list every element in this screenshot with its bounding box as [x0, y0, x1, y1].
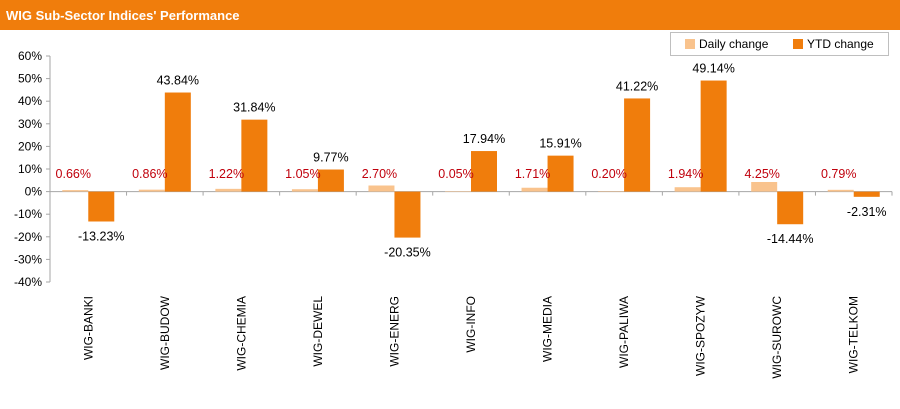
y-tick-label: 0% — [25, 185, 43, 199]
y-tick-label: -40% — [14, 275, 42, 289]
y-tick-label: -30% — [14, 252, 42, 266]
bar-daily-wig-telkom — [827, 189, 854, 192]
data-label-daily: 4.25% — [744, 167, 779, 181]
data-label-ytd: 9.77% — [313, 151, 348, 165]
category-label: WIG-MEDIA — [541, 296, 555, 362]
category-label: WIG-BANKI — [81, 296, 95, 360]
bar-daily-wig-banki — [62, 190, 89, 192]
category-label: WIG-DEWEL — [311, 296, 325, 367]
bar-ytd-wig-media — [547, 155, 574, 192]
bar-daily-wig-paliwa — [598, 191, 625, 192]
data-label-daily: 1.71% — [515, 167, 550, 181]
bar-daily-wig-spozyw — [674, 187, 701, 192]
y-tick-label: 40% — [18, 94, 42, 108]
data-label-ytd: -14.44% — [767, 232, 814, 246]
category-label: WIG-SPOZYW — [694, 295, 708, 376]
legend-item-ytd: YTD change — [793, 37, 874, 51]
legend: Daily change YTD change — [670, 32, 889, 56]
y-tick-label: 10% — [18, 162, 42, 176]
data-label-daily: 1.94% — [668, 167, 703, 181]
bar-ytd-wig-energ — [394, 191, 421, 238]
y-tick-label: 30% — [18, 117, 42, 131]
y-tick-label: 50% — [18, 72, 42, 86]
bar-ytd-wig-banki — [88, 191, 115, 222]
bar-ytd-wig-paliwa — [624, 98, 651, 192]
data-label-daily: 0.20% — [591, 167, 626, 181]
legend-item-daily: Daily change — [685, 37, 768, 51]
data-label-daily: 0.66% — [56, 167, 91, 181]
data-label-daily: 0.79% — [821, 167, 856, 181]
bar-daily-wig-surowc — [751, 181, 778, 192]
legend-swatch-ytd — [793, 39, 803, 49]
bar-ytd-wig-budow — [164, 92, 191, 192]
category-label: WIG-TELKOM — [847, 296, 861, 373]
bar-daily-wig-dewel — [291, 189, 318, 192]
chart-title-bar: WIG Sub-Sector Indices' Performance — [0, 0, 900, 30]
bar-ytd-wig-telkom — [853, 191, 880, 197]
bar-daily-wig-budow — [138, 189, 165, 192]
data-label-daily: 1.22% — [209, 167, 244, 181]
data-label-ytd: 49.14% — [692, 62, 734, 76]
legend-swatch-daily — [685, 39, 695, 49]
category-label: WIG-ENERG — [387, 296, 401, 367]
y-tick-label: 20% — [18, 139, 42, 153]
y-tick-label: -10% — [14, 207, 42, 221]
bar-daily-wig-energ — [368, 185, 395, 192]
category-label: WIG-BUDOW — [158, 295, 172, 370]
data-label-ytd: -13.23% — [78, 229, 125, 243]
category-label: WIG-SUROWC — [770, 296, 784, 379]
bar-ytd-wig-surowc — [777, 191, 804, 225]
data-label-ytd: 31.84% — [233, 101, 275, 115]
bar-ytd-wig-spozyw — [700, 80, 727, 192]
bar-daily-wig-media — [521, 187, 548, 192]
y-tick-label: 60% — [18, 49, 42, 63]
legend-label-daily: Daily change — [699, 37, 769, 51]
bar-ytd-wig-dewel — [317, 169, 344, 192]
data-label-daily: 1.05% — [285, 167, 320, 181]
bar-daily-wig-info — [445, 191, 471, 192]
legend-label-ytd: YTD change — [807, 37, 874, 51]
data-label-daily: 2.70% — [362, 167, 397, 181]
y-tick-label: -20% — [14, 230, 42, 244]
data-label-ytd: 17.94% — [463, 132, 505, 146]
data-label-daily: 0.05% — [438, 167, 473, 181]
data-label-ytd: 15.91% — [539, 137, 581, 151]
data-label-ytd: -2.31% — [847, 205, 887, 219]
bar-ytd-wig-info — [471, 151, 497, 192]
category-label: WIG-INFO — [464, 296, 478, 353]
bar-ytd-wig-chemia — [241, 119, 268, 192]
category-label: WIG-CHEMIA — [234, 296, 248, 371]
bar-daily-wig-chemia — [215, 188, 242, 192]
data-label-ytd: -20.35% — [384, 246, 431, 260]
category-label: WIG-PALIWA — [617, 296, 631, 368]
data-label-daily: 0.86% — [132, 167, 167, 181]
data-label-ytd: 41.22% — [616, 79, 658, 93]
data-label-ytd: 43.84% — [157, 74, 199, 88]
chart-title: WIG Sub-Sector Indices' Performance — [6, 8, 240, 23]
